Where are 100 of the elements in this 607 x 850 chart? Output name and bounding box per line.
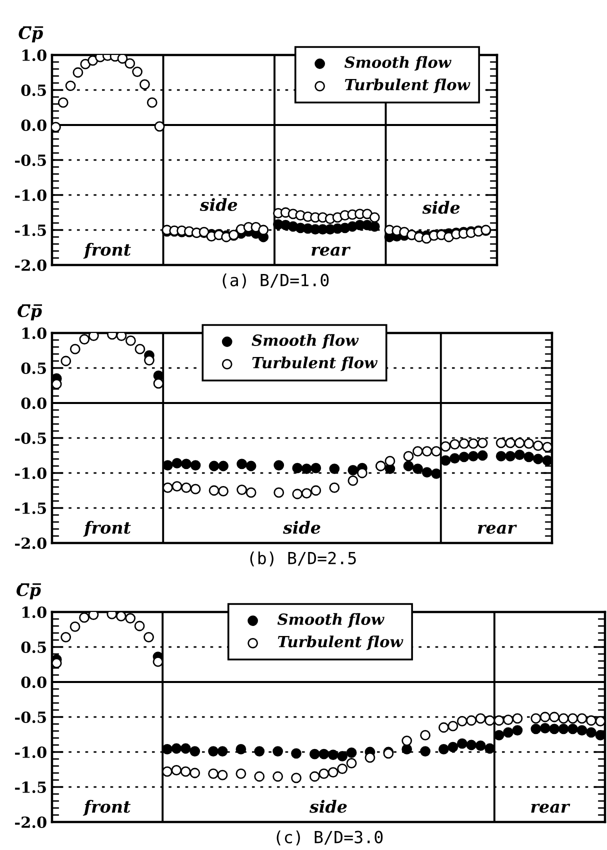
point	[532, 440, 544, 451]
point	[431, 468, 442, 479]
point	[208, 746, 218, 756]
point	[505, 438, 516, 448]
point	[403, 460, 414, 472]
y-tick-label: -2.0	[15, 816, 46, 828]
y-tick-label: 0.0	[21, 676, 46, 688]
point	[466, 740, 477, 750]
y-tick-label: -0.5	[15, 711, 46, 724]
point	[125, 613, 136, 624]
y-tick-label: -0.5	[15, 154, 46, 166]
point	[422, 467, 432, 478]
point	[190, 460, 201, 470]
point	[494, 730, 504, 740]
point	[124, 58, 136, 69]
annotation: rear	[478, 524, 517, 534]
point	[208, 485, 220, 496]
point	[70, 622, 80, 632]
point	[162, 766, 172, 777]
point	[364, 752, 376, 763]
point	[309, 748, 320, 760]
y-tick-label: -1.5	[15, 502, 46, 514]
point	[440, 441, 451, 452]
point	[117, 55, 128, 64]
point	[236, 484, 248, 495]
point	[172, 481, 182, 492]
y-tick-label: -1.0	[15, 746, 46, 758]
annotation: front	[83, 520, 131, 537]
point	[292, 488, 303, 500]
point	[558, 724, 569, 734]
point	[274, 487, 284, 498]
point	[438, 722, 449, 733]
point	[494, 715, 504, 726]
point	[162, 460, 173, 470]
point	[318, 748, 330, 760]
point	[540, 723, 550, 734]
point	[217, 770, 228, 780]
point	[274, 460, 284, 470]
point	[181, 458, 192, 470]
point	[448, 720, 458, 732]
point	[568, 724, 578, 734]
point	[60, 632, 72, 642]
point	[542, 455, 552, 466]
point	[116, 612, 126, 622]
y-tick-label: 0.5	[21, 84, 46, 96]
point	[440, 455, 451, 466]
point	[236, 768, 246, 779]
y-tick-label: -0.5	[15, 432, 46, 444]
point	[162, 482, 173, 493]
point	[328, 750, 338, 760]
point	[180, 766, 191, 777]
point	[402, 736, 412, 746]
point	[154, 121, 165, 132]
point	[52, 658, 62, 668]
point	[549, 712, 560, 722]
y-tick-label: 0.0	[21, 119, 46, 132]
point	[505, 451, 516, 462]
y-tick-label: 0.5	[21, 641, 46, 654]
point	[254, 771, 265, 782]
point	[88, 333, 99, 341]
point	[171, 743, 182, 754]
point	[384, 456, 396, 466]
point	[65, 80, 76, 91]
y-tick-label: -1.0	[15, 189, 46, 202]
point	[484, 743, 495, 754]
point	[422, 446, 432, 456]
point	[503, 714, 514, 725]
point	[79, 334, 90, 344]
point	[318, 768, 330, 779]
legend-label: Smooth flow	[344, 56, 452, 71]
y-axis-title: C̅p̅	[18, 26, 44, 42]
point	[309, 771, 320, 782]
point	[496, 451, 506, 462]
point	[60, 356, 72, 366]
point	[468, 451, 478, 462]
point	[420, 746, 430, 756]
point	[512, 713, 523, 724]
y-axis-title: C̅p̅	[18, 304, 42, 320]
point	[126, 336, 136, 346]
point	[52, 378, 62, 390]
y-tick-label: -2.0	[15, 259, 46, 272]
point	[337, 751, 348, 762]
text: (a) B/D=1.0	[222, 274, 329, 288]
legend-label: Turbulent flow	[278, 636, 404, 650]
point	[403, 451, 414, 462]
y-tick-label: 0.0	[21, 397, 46, 410]
point	[586, 727, 596, 738]
point	[438, 744, 449, 754]
point	[466, 715, 477, 726]
y-tick-label: 0.5	[21, 362, 46, 374]
annotation: front	[82, 800, 131, 816]
point	[328, 767, 338, 778]
point	[180, 743, 191, 754]
point	[450, 453, 460, 464]
point	[532, 454, 544, 464]
y-tick-label: 1.0	[22, 606, 46, 618]
point	[568, 713, 578, 724]
point	[348, 465, 358, 476]
point	[72, 67, 84, 78]
point	[369, 212, 380, 223]
